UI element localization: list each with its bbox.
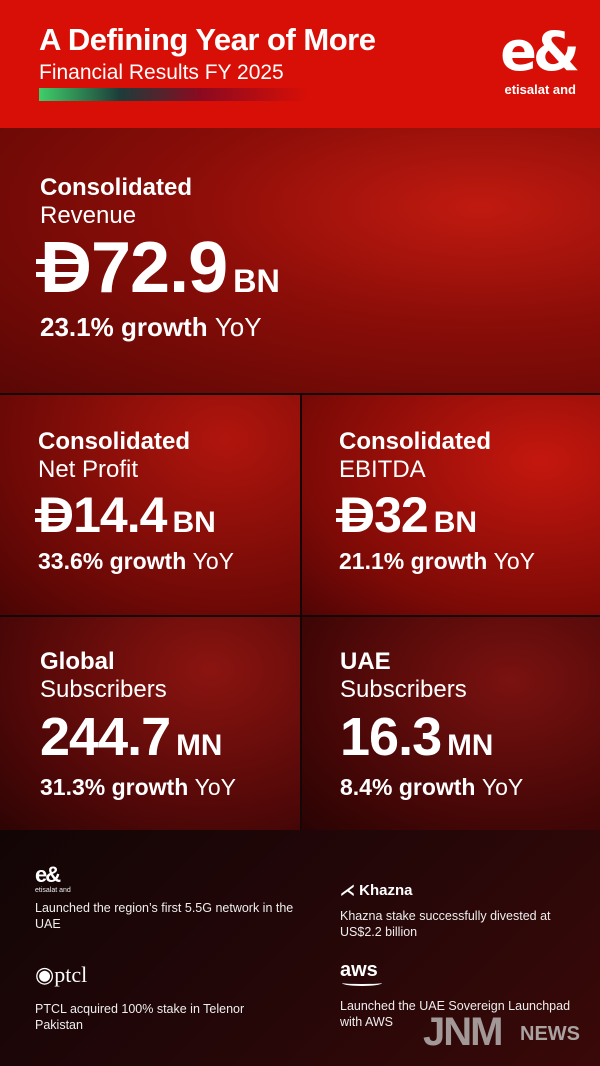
revenue-label: Revenue xyxy=(40,202,137,229)
highlight-aws: aws Launched the UAE Sovereign Launchpad… xyxy=(340,960,580,1030)
net-profit-keyword: Consolidated xyxy=(38,428,191,455)
ebitda-label: EBITDA xyxy=(339,456,426,483)
highlight-text: Khazna stake successfully divested at US… xyxy=(340,909,551,939)
eand-logo-word: etisalat and xyxy=(35,887,71,894)
net-profit-label: Net Profit xyxy=(38,456,139,483)
page-subtitle: Financial Results FY 2025 xyxy=(39,61,284,84)
ptcl-icon: ◉ xyxy=(35,962,55,987)
global-subs-value: 244.7 MN xyxy=(40,707,223,767)
global-subs-growth: 31.3% growth YoY xyxy=(40,774,237,800)
uae-subs-value: 16.3 MN xyxy=(340,707,494,767)
uae-subscribers-panel: UAE Subscribers 16.3 MN 8.4% growth YoY xyxy=(302,617,600,830)
highlight-khazna: ⋌ Khazna Khazna stake successfully dives… xyxy=(340,882,580,940)
net-profit-growth: 33.6% growth YoY xyxy=(38,548,235,574)
gradient-bar xyxy=(39,88,309,101)
eand-logo-mark: e& xyxy=(500,20,580,83)
eand-logo: e& xyxy=(35,862,61,887)
watermark-suffix: NEWS xyxy=(520,1023,580,1045)
khazna-icon: ⋌ xyxy=(340,882,360,899)
highlight-text: Launched the region’s first 5.5G network… xyxy=(35,901,294,931)
ebitda-value: D32 BN xyxy=(336,487,478,543)
global-subs-keyword: Global xyxy=(40,648,115,675)
ptcl-logo: ◉ptcl xyxy=(35,962,88,987)
ebitda-keyword: Consolidated xyxy=(339,428,492,455)
page-title: A Defining Year of More xyxy=(39,22,376,57)
ebitda-growth: 21.1% growth YoY xyxy=(339,548,536,574)
aws-smile-icon xyxy=(342,980,382,986)
dirham-icon: D xyxy=(35,228,92,308)
dirham-icon: D xyxy=(35,487,74,543)
global-subs-label: Subscribers xyxy=(40,676,167,703)
watermark-brand: JNM xyxy=(423,1010,503,1054)
header: A Defining Year of More Financial Result… xyxy=(0,0,600,128)
khazna-logo: ⋌ Khazna xyxy=(340,882,413,899)
revenue-growth: 23.1% growth YoY xyxy=(40,312,262,342)
uae-subs-keyword: UAE xyxy=(340,648,391,675)
revenue-value: D72.9 BN xyxy=(35,228,280,308)
highlight-text: PTCL acquired 100% stake in Telenor Paki… xyxy=(35,1002,245,1032)
net-profit-value: D14.4 BN xyxy=(35,487,216,543)
revenue-panel: Consolidated Revenue D72.9 BN 23.1% growt… xyxy=(0,128,600,393)
highlight-eand: e& etisalat and Launched the region’s fi… xyxy=(35,864,295,932)
highlights-section: e& etisalat and Launched the region’s fi… xyxy=(0,830,600,1066)
highlight-ptcl: ◉ptcl PTCL acquired 100% stake in Teleno… xyxy=(35,963,295,1033)
uae-subs-growth: 8.4% growth YoY xyxy=(340,774,524,800)
eand-logo: e& etisalat and xyxy=(500,20,580,98)
aws-logo: aws xyxy=(340,959,378,981)
dirham-icon: D xyxy=(336,487,375,543)
ebitda-panel: Consolidated EBITDA D32 BN 21.1% growth Y… xyxy=(302,395,600,615)
net-profit-panel: Consolidated Net Profit D14.4 BN 33.6% gr… xyxy=(0,395,300,615)
eand-logo-word: etisalat and xyxy=(504,82,576,97)
revenue-keyword: Consolidated xyxy=(40,174,193,201)
global-subscribers-panel: Global Subscribers 244.7 MN 31.3% growth … xyxy=(0,617,300,830)
uae-subs-label: Subscribers xyxy=(340,676,467,703)
highlight-text: Launched the UAE Sovereign Launchpad wit… xyxy=(340,999,571,1029)
